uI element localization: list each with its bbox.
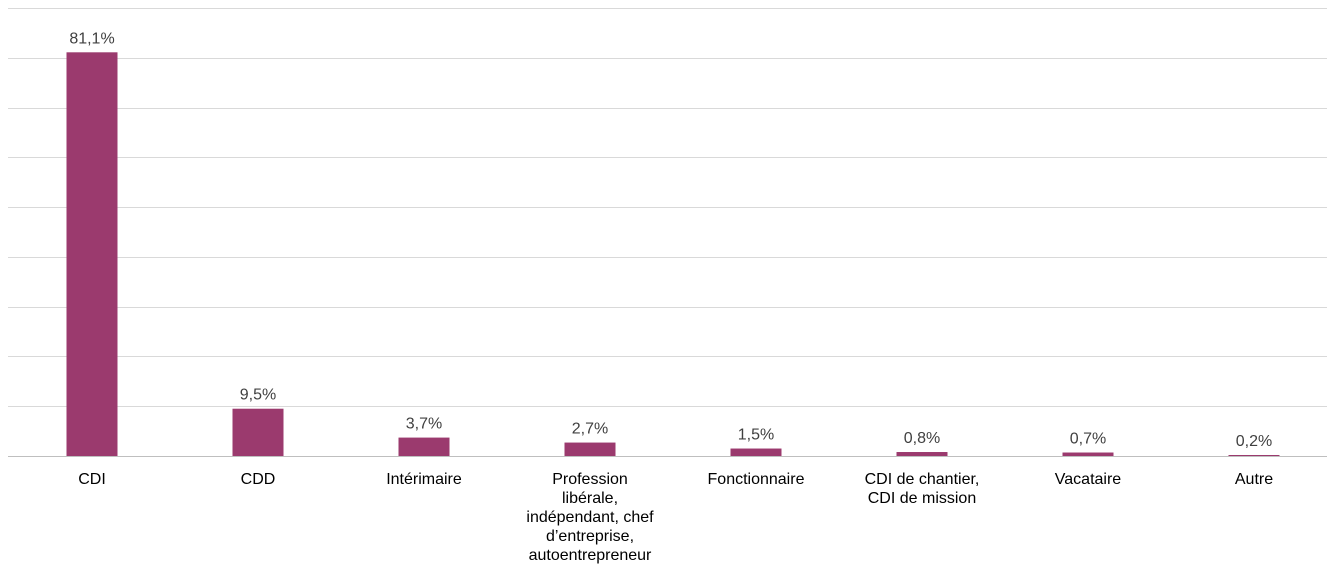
data-label: 1,5% [738, 427, 774, 444]
category-label-line: autoentrepreneur [529, 547, 652, 564]
category-label-line: CDD [241, 471, 276, 488]
category-label-line: Fonctionnaire [708, 471, 805, 488]
bar [564, 442, 616, 456]
category-label-line: Profession [552, 471, 628, 488]
category-label-line: d’entreprise, [546, 528, 634, 545]
data-label: 3,7% [406, 416, 442, 433]
category-label: CDI [78, 471, 106, 488]
bars [66, 52, 1280, 457]
data-label: 0,8% [904, 430, 940, 447]
bar [398, 437, 450, 456]
category-label-line: indépendant, chef [526, 509, 654, 526]
gridlines [8, 8, 1327, 457]
category-label: Intérimaire [386, 471, 462, 488]
category-label: Autre [1235, 471, 1273, 488]
category-label-line: libérale, [562, 490, 618, 507]
category-label-line: Autre [1235, 471, 1273, 488]
data-labels: 81,1% 9,5% 3,7% 2,7% 1,5% 0,8% 0,7% 0,2% [69, 30, 1272, 450]
category-label-line: CDI de chantier, [865, 471, 980, 488]
category-label: CDI de chantier, CDI de mission [865, 471, 980, 507]
data-label: 0,7% [1070, 431, 1106, 448]
category-label-line: CDI [78, 471, 106, 488]
category-label: CDD [241, 471, 276, 488]
category-label: Vacataire [1055, 471, 1122, 488]
data-label: 9,5% [240, 387, 276, 404]
bar [1228, 455, 1280, 456]
data-label: 0,2% [1236, 433, 1272, 450]
bar [730, 448, 782, 456]
category-label: Profession libérale, indépendant, chef d’en… [526, 471, 654, 564]
category-label: Fonctionnaire [708, 471, 805, 488]
category-labels: CDI CDD Intérimaire Profession libérale, indé… [78, 471, 1273, 564]
bar [1062, 452, 1114, 456]
category-label-line: Intérimaire [386, 471, 462, 488]
bar [232, 408, 284, 456]
data-label: 2,7% [572, 421, 608, 438]
category-label-line: Vacataire [1055, 471, 1122, 488]
bar [896, 452, 948, 456]
category-label-line: CDI de mission [868, 490, 976, 507]
data-label: 81,1% [69, 30, 114, 47]
bar [66, 52, 118, 457]
